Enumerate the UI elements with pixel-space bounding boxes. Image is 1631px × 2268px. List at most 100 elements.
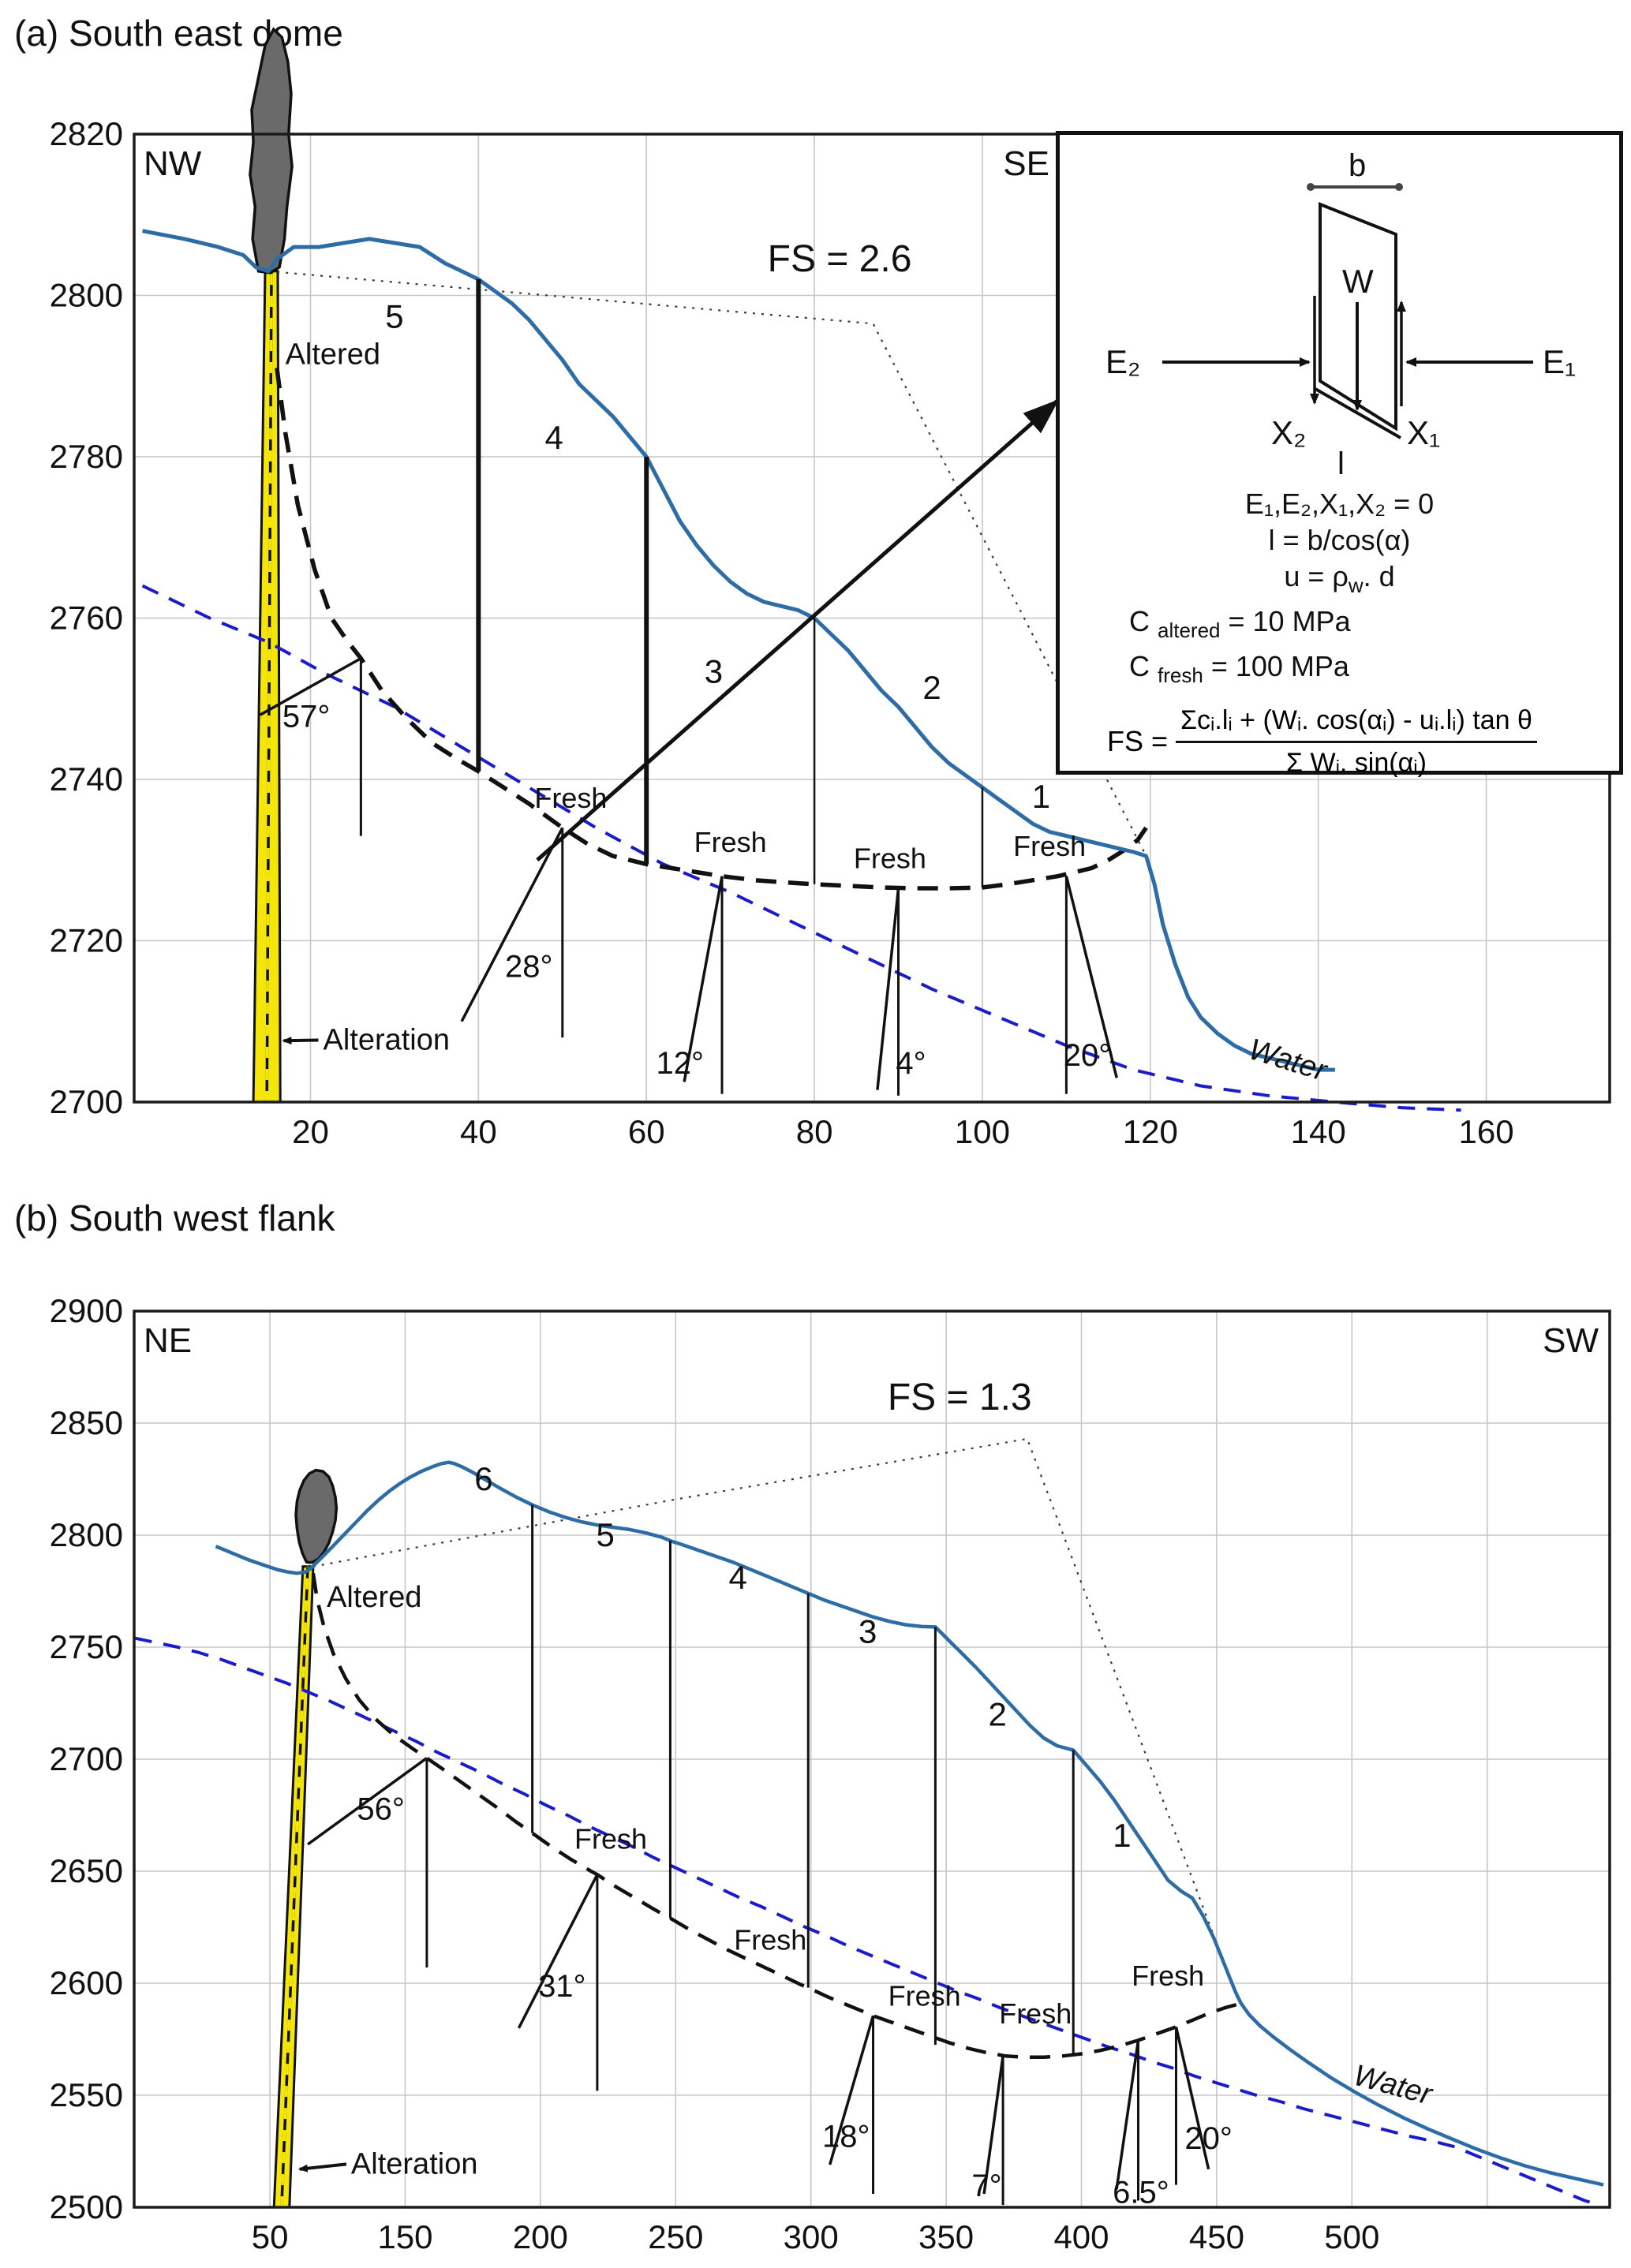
slice-label: 2 <box>922 669 941 706</box>
y-tick-label: 2600 <box>50 1964 123 2001</box>
x-tick-label: 200 <box>513 2218 568 2255</box>
x-tick-label: 140 <box>1291 1113 1346 1150</box>
x-tick-label: 150 <box>377 2218 432 2255</box>
alteration-label: Alteration <box>323 1024 450 1057</box>
lava-dome-blob <box>294 1468 339 1564</box>
equation-factor-of-safety: FS = Σcᵢ.lᵢ + (Wᵢ. cos(αᵢ) - uᵢ.lᵢ) tan … <box>1060 705 1619 779</box>
angle-marker-incline <box>1115 2040 1140 2190</box>
y-tick-label: 2900 <box>50 1292 123 1329</box>
x-tick-label: 100 <box>955 1113 1010 1150</box>
fresh-label: Fresh <box>694 826 767 858</box>
corner-label-right: SE <box>1003 144 1049 183</box>
angle-marker-incline <box>829 2015 875 2165</box>
x-tick-label: 400 <box>1053 2218 1109 2255</box>
angle-label: 28° <box>505 950 553 985</box>
angle-marker-incline <box>460 827 564 1022</box>
l-label: l <box>1337 447 1345 481</box>
topography-line <box>215 1460 1604 2187</box>
angle-label: 4° <box>896 1046 926 1081</box>
slice-label: 2 <box>989 1695 1007 1732</box>
panel-b-plot: 56° 31° 18° 7° 6.5° 20° 6 5 4 3 2 1 Fresh Fresh Fresh F… <box>50 1292 1611 2255</box>
panel-b-title: (b) South west flank <box>14 1198 336 1239</box>
x2-label: X₂ <box>1271 414 1306 451</box>
slice-label: 3 <box>705 652 723 689</box>
equation-boundary-forces: E₁,E₂,X₁,X₂ = 0 <box>1244 488 1435 520</box>
angle-label: 31° <box>538 1969 586 2004</box>
b-width-end-dot <box>1395 183 1403 191</box>
y-tick-label: 2650 <box>50 1852 123 1889</box>
failure-surface-line <box>275 368 1148 891</box>
angle-label: 56° <box>357 1792 405 1827</box>
y-tick-label: 2550 <box>50 2076 123 2113</box>
slice-label: 1 <box>1113 1817 1131 1854</box>
angle-marker-incline <box>982 2056 1004 2195</box>
y-tick-label: 2800 <box>50 1516 123 1553</box>
corner-label-right: SW <box>1543 1321 1599 1360</box>
y-tick-label: 2850 <box>50 1404 123 1441</box>
angle-label: 57° <box>282 700 331 734</box>
inset-pointer-arrow <box>536 398 1060 862</box>
alteration-label: Alteration <box>351 2147 478 2180</box>
y-tick-label: 2700 <box>50 1083 123 1120</box>
slice-free-body-diagram: b W E₂ E₁ X₂ X₁ l <box>1105 148 1576 481</box>
fresh-label: Fresh <box>888 1979 961 2012</box>
y-tick-label: 2820 <box>50 115 123 152</box>
y-tick-label: 2800 <box>50 277 123 314</box>
altered-label: Altered <box>327 1581 421 1614</box>
slice-label: 5 <box>596 1516 614 1553</box>
b-label: b <box>1349 148 1366 183</box>
y-tick-label: 2720 <box>50 922 123 959</box>
equation-base-length: l = b/cos(α) <box>1268 524 1411 556</box>
corner-label-left: NW <box>144 144 202 183</box>
water-label: Water <box>1350 2059 1436 2112</box>
failure-surface-line <box>311 1572 1242 2059</box>
y-tick-label: 2700 <box>50 1740 123 1777</box>
angle-marker-incline <box>683 876 724 1082</box>
slice-parallelogram <box>1319 202 1397 432</box>
angle-label: 18° <box>822 2119 870 2154</box>
slice-base-line <box>1315 387 1401 439</box>
water-table-line <box>134 1636 1602 2207</box>
fresh-label: Fresh <box>1013 830 1086 862</box>
slice-label: 1 <box>1032 778 1050 815</box>
factor-of-safety-label: FS = 2.6 <box>768 238 912 280</box>
x-tick-label: 250 <box>648 2218 703 2255</box>
angle-label: 7° <box>971 2169 1001 2203</box>
e1-label: E₁ <box>1543 343 1576 380</box>
panel-a-title: (a) South east dome <box>14 13 343 54</box>
y-tick-label: 2740 <box>50 760 123 798</box>
fresh-label: Fresh <box>574 1823 647 1855</box>
angle-marker-incline <box>1064 876 1118 1078</box>
lava-dome-blob <box>249 27 294 275</box>
fresh-label: Fresh <box>1132 1960 1204 1992</box>
weight-label: W <box>1342 263 1374 300</box>
slice-label: 3 <box>859 1612 877 1650</box>
angle-label: 20° <box>1064 1038 1112 1073</box>
topography-line <box>142 229 1335 1072</box>
dike-centerline-dashes <box>280 1566 309 2208</box>
x-tick-label: 50 <box>252 2218 289 2255</box>
equation-pore-pressure: u = ρw. d <box>1284 560 1395 598</box>
slice-label: 4 <box>728 1559 746 1596</box>
angle-label: 20° <box>1184 2121 1233 2156</box>
corner-label-left: NE <box>144 1321 192 1360</box>
fresh-label: Fresh <box>734 1923 806 1956</box>
angle-marker-incline <box>876 887 900 1090</box>
x-tick-label: 350 <box>918 2218 974 2255</box>
x-tick-label: 300 <box>784 2218 839 2255</box>
water-table-line <box>141 584 1461 1112</box>
dike-centerline-dashes <box>265 271 273 1103</box>
x-tick-label: 160 <box>1459 1113 1514 1150</box>
wedge-outline-line <box>312 1437 1240 2002</box>
b-width-end-dot <box>1307 183 1315 191</box>
plot-border <box>133 1310 1611 2209</box>
alteration-arrow <box>297 2162 347 2173</box>
angle-label: 6.5° <box>1113 2175 1169 2210</box>
factor-of-safety-label: FS = 1.3 <box>888 1377 1032 1418</box>
y-tick-label: 2750 <box>50 1628 123 1665</box>
angle-label: 12° <box>657 1046 705 1081</box>
slice-label: 4 <box>544 419 563 456</box>
x1-label: X₁ <box>1407 414 1440 451</box>
inset-method-box: b W E₂ E₁ X₂ X₁ l E₁,E₂,X₁,X₂ = 0 l = b/… <box>1056 131 1623 778</box>
x-tick-label: 450 <box>1189 2218 1244 2255</box>
